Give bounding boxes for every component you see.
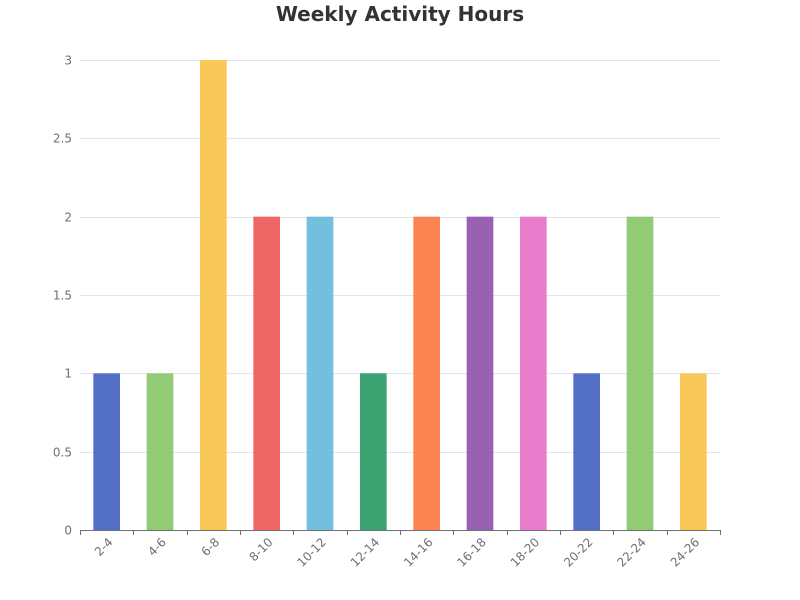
x-tick-label: 18-20 <box>508 535 543 570</box>
x-tick-label: 2-4 <box>92 535 116 559</box>
chart-title: Weekly Activity Hours <box>275 2 525 26</box>
x-tick-label: 4-6 <box>145 535 169 559</box>
x-tick-label: 6-8 <box>199 535 223 559</box>
y-tick-label: 2.5 <box>53 132 72 146</box>
bars <box>93 60 707 530</box>
bar-18-20 <box>520 216 547 530</box>
x-tick-label: 12-14 <box>348 535 383 570</box>
bar-22-24 <box>626 216 654 530</box>
x-tick-label: 8-10 <box>246 535 275 564</box>
x-tick-label: 20-22 <box>561 535 596 570</box>
y-tick-label: 1 <box>64 367 72 381</box>
x-tick-label: 16-18 <box>454 535 489 570</box>
x-tick-label: 14-16 <box>401 535 436 570</box>
bar-2-4 <box>93 373 120 530</box>
y-tick-label: 0.5 <box>53 446 72 460</box>
bar-24-26 <box>680 373 707 530</box>
bar-10-12 <box>306 216 334 530</box>
y-tick-label: 0 <box>64 524 72 538</box>
bar-20-22 <box>573 373 600 530</box>
bar-12-14 <box>360 373 387 530</box>
x-axis-tick-labels: 2-4 4-6 6-8 8-10 10-12 12-14 14-16 16-18 18-20 20… <box>92 535 702 570</box>
bar-6-8 <box>200 60 227 530</box>
gridlines <box>80 60 720 453</box>
x-tick-label: 24-26 <box>668 535 703 570</box>
bar-16-18 <box>466 216 494 530</box>
bar-8-10 <box>253 216 280 530</box>
bar-4-6 <box>146 373 174 530</box>
y-tick-label: 1.5 <box>53 289 72 303</box>
y-axis-tick-labels: 0 0.5 1 1.5 2 2.5 3 <box>53 54 72 538</box>
bar-14-16 <box>413 216 440 530</box>
y-tick-label: 2 <box>64 211 72 225</box>
axes <box>80 530 721 535</box>
x-tick-label: 10-12 <box>294 535 329 570</box>
x-tick-label: 22-24 <box>614 535 649 570</box>
y-tick-label: 3 <box>64 54 72 68</box>
